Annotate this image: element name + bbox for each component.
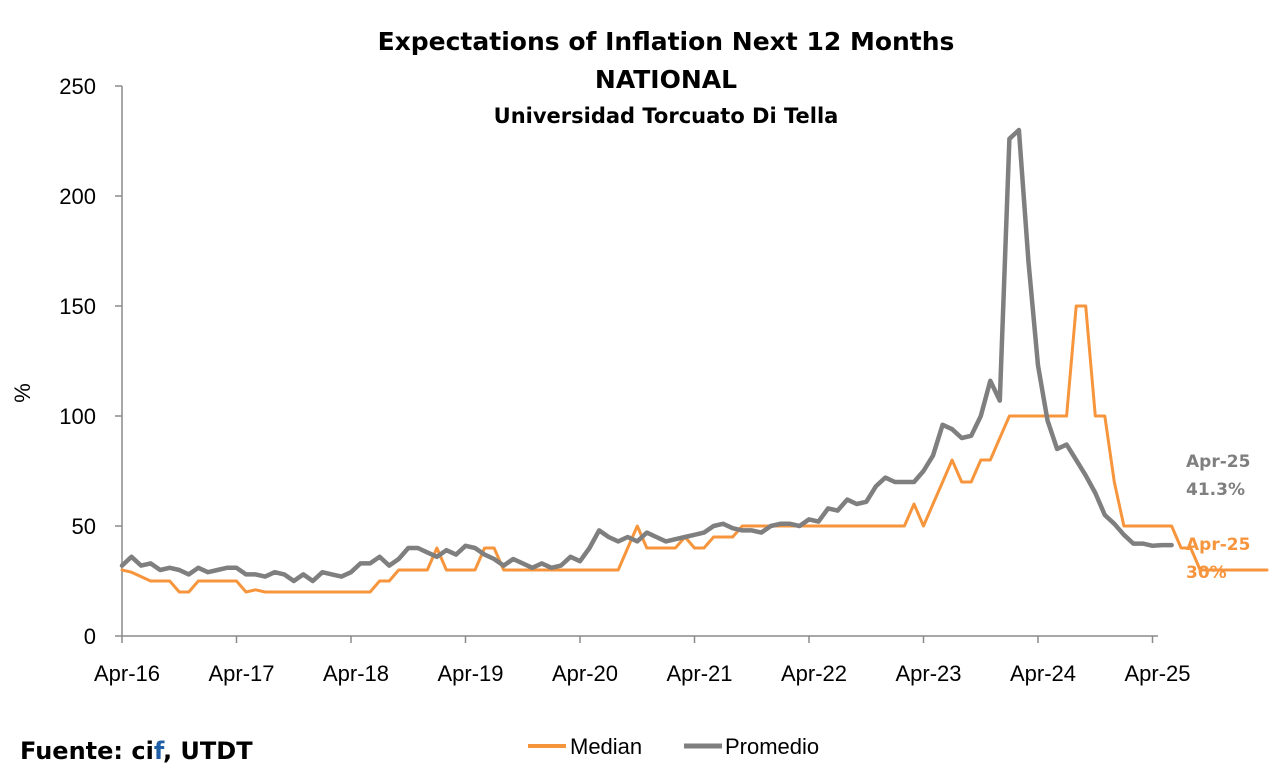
- chart-subtitle-institution: Universidad Torcuato Di Tella: [494, 104, 839, 128]
- series-line-promedio: [119, 127, 1174, 584]
- x-tick-label: Apr-24: [1010, 661, 1076, 686]
- y-axis-label: %: [10, 383, 35, 403]
- promedio-annotation-date: Apr-25: [1186, 452, 1250, 472]
- legend-median-label: Median: [570, 734, 642, 759]
- source-suffix: , UTDT: [162, 737, 253, 765]
- x-tick-label: Apr-23: [895, 661, 961, 686]
- promedio-annotation-value: 41.3%: [1186, 480, 1245, 500]
- chart-title: Expectations of Inflation Next 12 Months: [378, 27, 955, 56]
- x-tick-label: Apr-22: [781, 661, 847, 686]
- legend-promedio-label: Promedio: [725, 734, 819, 759]
- legend: Median Promedio: [528, 734, 819, 759]
- y-tick-label: 50: [72, 514, 96, 539]
- x-tick-label: Apr-18: [323, 661, 389, 686]
- x-tick-label: Apr-19: [437, 661, 503, 686]
- x-tick-label: Apr-21: [666, 661, 732, 686]
- series-line-median: [120, 304, 1269, 594]
- source-prefix: Fuente: ci: [20, 737, 154, 765]
- median-annotation-value: 30%: [1186, 563, 1227, 583]
- median-annotation-date: Apr-25: [1186, 535, 1250, 555]
- chart-subtitle: NATIONAL: [595, 65, 737, 94]
- y-tick-label: 100: [59, 404, 96, 429]
- x-tick-label: Apr-16: [94, 661, 160, 686]
- y-tick-label: 200: [59, 184, 96, 209]
- x-tick-label: Apr-17: [208, 661, 274, 686]
- y-tick-label: 150: [59, 294, 96, 319]
- source-note: Fuente: cif, UTDT: [20, 737, 253, 765]
- y-tick-label: 250: [59, 74, 96, 99]
- source-highlight: f: [153, 737, 163, 765]
- y-tick-label: 0: [84, 624, 96, 649]
- x-tick-label: Apr-20: [552, 661, 618, 686]
- x-tick-label: Apr-25: [1124, 661, 1190, 686]
